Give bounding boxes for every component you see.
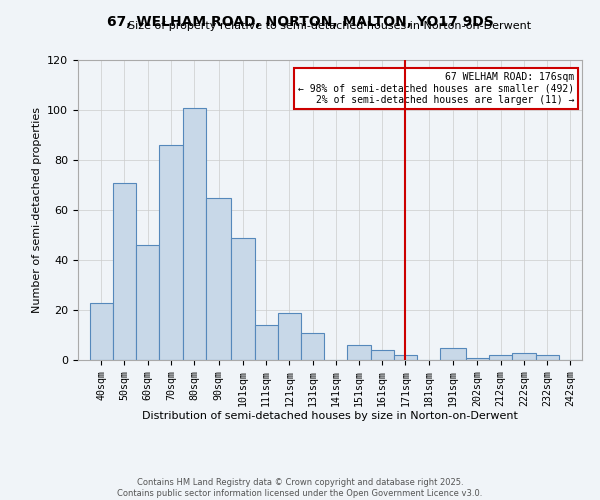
Bar [301,332,324,360]
Bar [512,352,536,360]
Bar [347,345,371,360]
Bar [206,198,231,360]
Text: 67 WELHAM ROAD: 176sqm
← 98% of semi-detached houses are smaller (492)
2% of sem: 67 WELHAM ROAD: 176sqm ← 98% of semi-det… [298,72,574,105]
Bar [278,312,301,360]
Bar [371,350,394,360]
Bar [254,325,278,360]
Bar [136,245,159,360]
Bar [231,238,254,360]
Bar [466,358,489,360]
Text: 67, WELHAM ROAD, NORTON, MALTON, YO17 9DS: 67, WELHAM ROAD, NORTON, MALTON, YO17 9D… [107,15,493,29]
Bar [89,302,113,360]
Y-axis label: Number of semi-detached properties: Number of semi-detached properties [32,107,41,313]
Bar [159,145,182,360]
Title: Size of property relative to semi-detached houses in Norton-on-Derwent: Size of property relative to semi-detach… [128,22,532,32]
Bar [182,108,206,360]
Bar [536,355,559,360]
X-axis label: Distribution of semi-detached houses by size in Norton-on-Derwent: Distribution of semi-detached houses by … [142,412,518,422]
Bar [489,355,512,360]
Bar [440,348,466,360]
Bar [394,355,417,360]
Bar [113,182,136,360]
Text: Contains HM Land Registry data © Crown copyright and database right 2025.
Contai: Contains HM Land Registry data © Crown c… [118,478,482,498]
